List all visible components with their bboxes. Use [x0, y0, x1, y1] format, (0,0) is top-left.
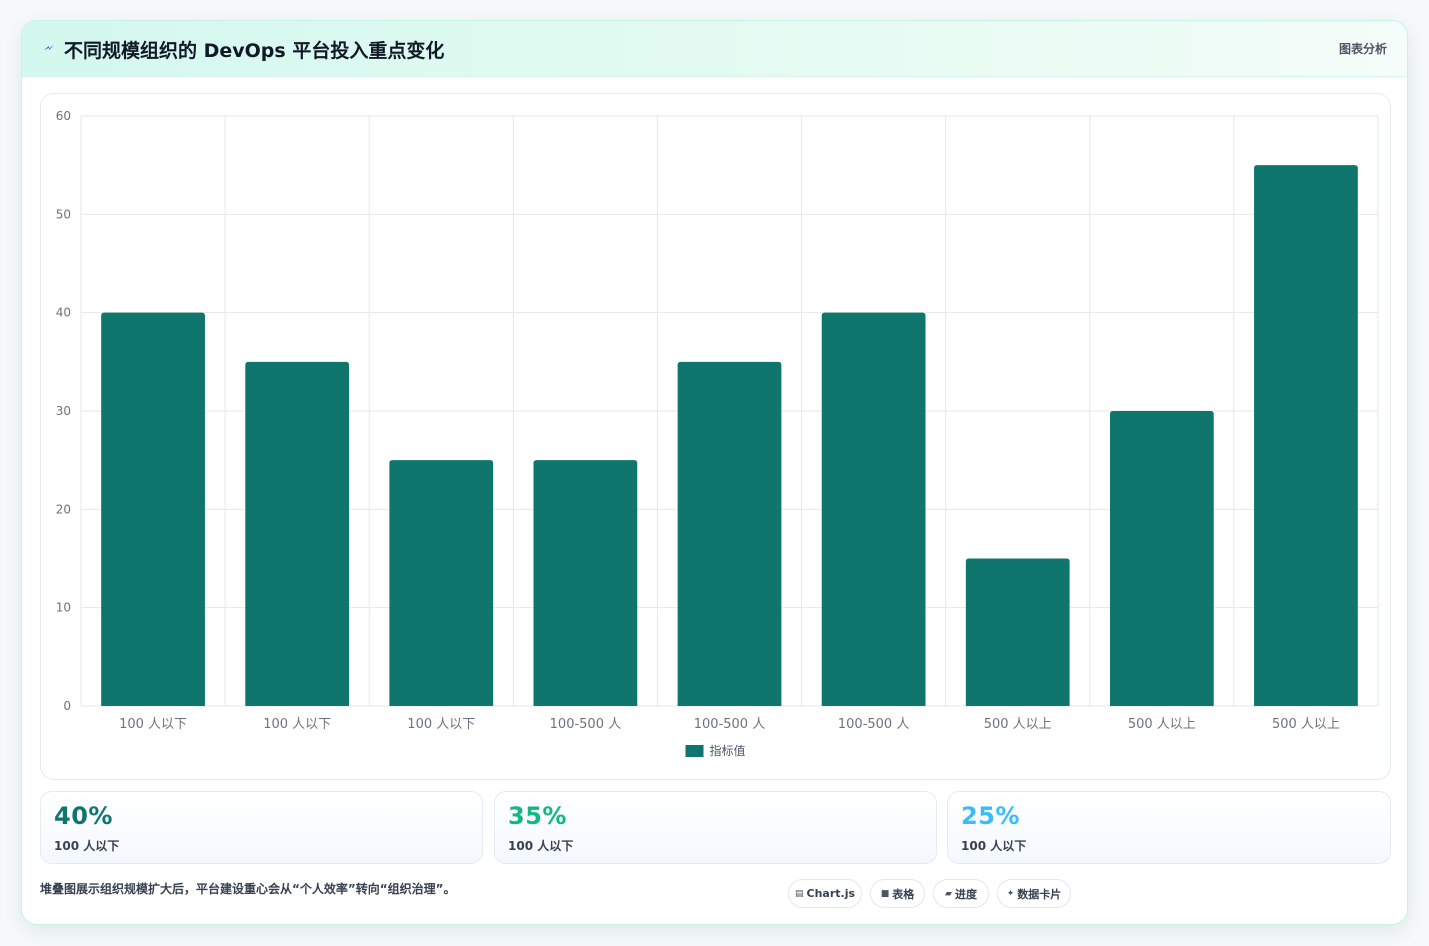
- y-tick-label: 10: [56, 601, 71, 615]
- stat-card-3: 25% 100 人以下: [947, 791, 1391, 864]
- y-tick-label: 30: [56, 404, 71, 418]
- chart-analysis-tag: 图表分析: [1338, 42, 1387, 56]
- pill-label: 数据卡片: [1017, 887, 1062, 901]
- x-tick-label: 100 人以下: [263, 717, 331, 732]
- stat-label: 100 人以下: [961, 839, 1027, 853]
- chart-icon: ▤: [794, 888, 804, 899]
- pill-label: 表格: [892, 887, 915, 901]
- x-tick-label: 100-500 人: [838, 717, 909, 732]
- chart-card: 不同规模组织的 DevOps 平台投入重点变化 图表分析 0 10 20 30 40 50…: [21, 20, 1408, 925]
- bar: [101, 312, 205, 706]
- x-tick-label: 500 人以上: [1128, 717, 1196, 732]
- pill-data-card[interactable]: ✦ 数据卡片: [997, 879, 1071, 908]
- bar: [965, 558, 1070, 706]
- card-title: 不同规模组织的 DevOps 平台投入重点变化: [64, 40, 445, 62]
- bar: [1254, 165, 1358, 707]
- stat-value: 40%: [54, 802, 113, 830]
- y-tick-label: 20: [56, 502, 71, 516]
- card-header: 不同规模组织的 DevOps 平台投入重点变化 图表分析: [22, 21, 1407, 77]
- y-tick-label: 50: [56, 207, 71, 221]
- lightning-icon: [44, 45, 54, 50]
- stat-value: 25%: [961, 802, 1020, 830]
- pill-chartjs[interactable]: ▤ Chart.js: [788, 879, 862, 908]
- pill-progress[interactable]: ▰ 进度: [933, 879, 989, 908]
- pill-table[interactable]: ■ 表格: [870, 879, 925, 908]
- sparkle-icon: ✦: [1006, 888, 1015, 899]
- bar: [821, 312, 926, 706]
- stat-value: 35%: [508, 802, 567, 830]
- x-tick-label: 500 人以上: [1272, 717, 1340, 732]
- chart-container: 0 10 20 30 40 50 60 100 人以下 100 人以下 100 人以下 100-50…: [40, 93, 1391, 780]
- x-tick-label: 100 人以下: [119, 717, 187, 732]
- bar: [1109, 411, 1214, 706]
- chart-footnote: 堆叠图展示组织规模扩大后，平台建设重心会从“个人效率”转向“组织治理”。: [40, 882, 456, 896]
- stat-label: 100 人以下: [508, 839, 574, 853]
- bar: [245, 361, 350, 706]
- bar-chart: 0 10 20 30 40 50 60 100 人以下 100 人以下 100 人以下 100-50…: [56, 109, 1379, 758]
- x-tick-label: 500 人以上: [984, 717, 1052, 732]
- x-tick-label: 100-500 人: [694, 717, 765, 732]
- y-tick-label: 60: [56, 109, 71, 123]
- stat-card-2: 35% 100 人以下: [494, 791, 937, 864]
- pill-label: 进度: [954, 887, 977, 901]
- pill-label: Chart.js: [806, 887, 856, 900]
- bar: [677, 361, 782, 706]
- bar: [533, 460, 638, 706]
- legend-swatch: [685, 745, 704, 757]
- legend-label: 指标值: [710, 743, 746, 758]
- bar: [389, 460, 494, 706]
- stat-card-1: 40% 100 人以下: [40, 791, 483, 864]
- y-tick-label: 40: [56, 306, 71, 320]
- stat-label: 100 人以下: [54, 839, 120, 853]
- progress-icon: ▰: [945, 888, 952, 899]
- x-tick-label: 100 人以下: [407, 717, 475, 732]
- table-icon: ■: [880, 888, 890, 899]
- x-tick-label: 100-500 人: [550, 717, 621, 732]
- y-tick-label: 0: [63, 699, 71, 713]
